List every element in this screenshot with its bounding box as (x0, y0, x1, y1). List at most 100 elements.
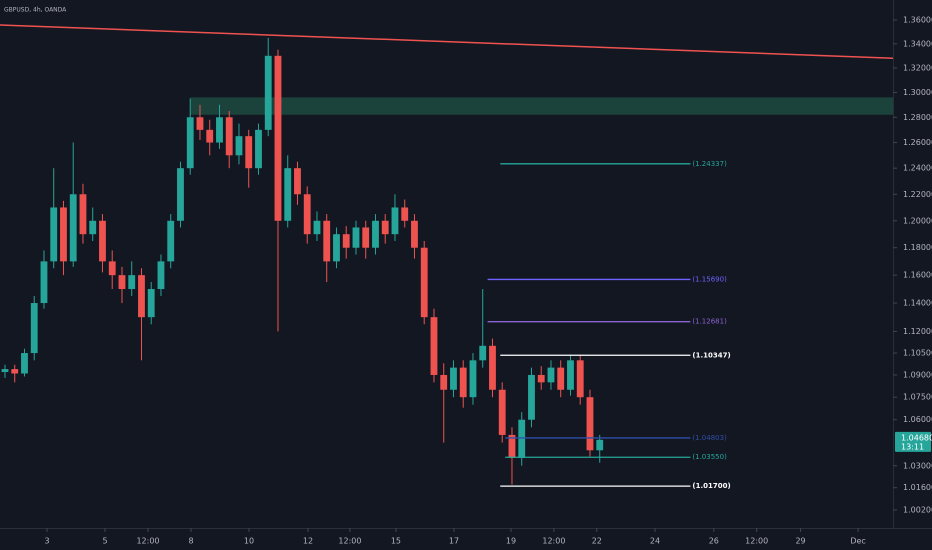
x-tick-label: Dec (850, 537, 865, 546)
candle-body (274, 55, 282, 221)
y-tick-label: 1.18000 (903, 243, 932, 252)
y-tick-label: 1.07500 (903, 393, 932, 402)
candle-body (177, 168, 184, 221)
candle-body (225, 117, 233, 156)
y-tick-label: 1.34000 (903, 39, 932, 48)
candle-body (11, 369, 19, 374)
zone (190, 97, 893, 115)
candle-body (323, 220, 331, 262)
candle-body (216, 117, 223, 143)
x-tick-label: 17 (449, 537, 459, 546)
y-tick-label: 1.09000 (903, 370, 932, 379)
y-tick-label: 1.22000 (903, 190, 932, 199)
candle-body (333, 234, 340, 262)
candle-body (469, 360, 477, 398)
y-tick-label: 1.10500 (903, 349, 932, 358)
candle-body (411, 220, 418, 248)
chart-title: GBPUSD, 4h, OANDA (4, 7, 67, 14)
candle-body (79, 194, 87, 235)
x-tick-label: 5 (102, 537, 107, 546)
candle-body (352, 227, 360, 248)
candle-body (567, 360, 574, 390)
candle-body (147, 289, 155, 318)
candle-body (167, 220, 175, 262)
level-label: (1.10347) (692, 351, 730, 359)
y-tick-label: 1.28000 (903, 113, 932, 122)
candle-body (440, 374, 448, 390)
x-tick-label: 8 (188, 537, 193, 546)
candle-body (420, 247, 428, 318)
candle-body (138, 275, 145, 318)
candle-body (508, 434, 516, 459)
candle-body (528, 374, 535, 420)
candle-body (50, 207, 58, 262)
candle-body (21, 353, 28, 374)
x-tick-label: 22 (592, 537, 602, 546)
y-tick-label: 1.12000 (903, 327, 932, 336)
candle-body (128, 275, 136, 290)
x-tick-label: 12:00 (136, 537, 159, 546)
candle-body (576, 360, 584, 398)
candle-body (401, 207, 409, 221)
candle-body (342, 234, 350, 248)
level-label: (1.04803) (692, 434, 727, 442)
x-tick-label: 3 (44, 537, 49, 546)
candle-body (537, 374, 545, 383)
candle-body (264, 55, 272, 130)
level-label: (1.24337) (692, 160, 727, 168)
candle-body (99, 220, 106, 262)
candle-body (381, 220, 389, 235)
candle-body (1, 369, 9, 373)
y-tick-label: 1.26000 (903, 138, 932, 147)
x-tick-label: 12 (303, 537, 313, 546)
candle-body (60, 207, 67, 262)
candle-body (157, 261, 165, 290)
candle-body (284, 168, 292, 221)
candle-body (498, 389, 506, 435)
y-tick-label: 1.32000 (903, 63, 932, 72)
candle-body (30, 303, 38, 354)
candle-body (479, 345, 487, 361)
y-tick-label: 1.00200 (903, 505, 932, 514)
x-tick-label: 15 (391, 537, 401, 546)
candle-body (196, 117, 204, 130)
candle-body (372, 220, 379, 248)
trendline (0, 24, 894, 59)
last-price-label: 1.04680 (901, 433, 932, 442)
level-label: (1.03550) (692, 453, 727, 461)
y-tick-label: 1.14000 (903, 299, 932, 308)
y-tick-label: 1.36000 (903, 16, 932, 25)
x-tick-label: 29 (795, 537, 805, 546)
level-label: (1.15690) (692, 275, 727, 283)
x-tick-label: 26 (709, 537, 719, 546)
candle-body (459, 367, 467, 398)
candle-body (294, 168, 301, 195)
candle-body (108, 261, 116, 276)
y-tick-label: 1.06000 (903, 415, 932, 424)
y-tick-label: 1.20000 (903, 216, 932, 225)
candle-body (391, 207, 399, 235)
y-tick-label: 1.16000 (903, 271, 932, 280)
x-tick-label: 12:00 (542, 537, 565, 546)
candle-body (362, 227, 370, 248)
y-tick-label: 1.03000 (903, 461, 932, 470)
candle-body (547, 367, 555, 383)
candle-body (557, 367, 565, 390)
candle-body (206, 129, 214, 143)
y-tick-label: 1.01600 (903, 483, 932, 492)
x-tick-label: 12:00 (338, 537, 361, 546)
candle-body (586, 397, 594, 451)
x-tick-label: 10 (244, 537, 254, 546)
candle-body (186, 117, 194, 169)
candle-body (596, 439, 604, 451)
level-label: (1.01700) (692, 482, 730, 490)
candle-body (118, 275, 126, 290)
candle-body (303, 194, 311, 235)
candle-body (245, 136, 253, 169)
y-tick-label: 1.30000 (903, 88, 932, 97)
y-tick-label: 1.24000 (903, 164, 932, 173)
candle-body (450, 367, 457, 390)
candle-body (69, 194, 77, 262)
